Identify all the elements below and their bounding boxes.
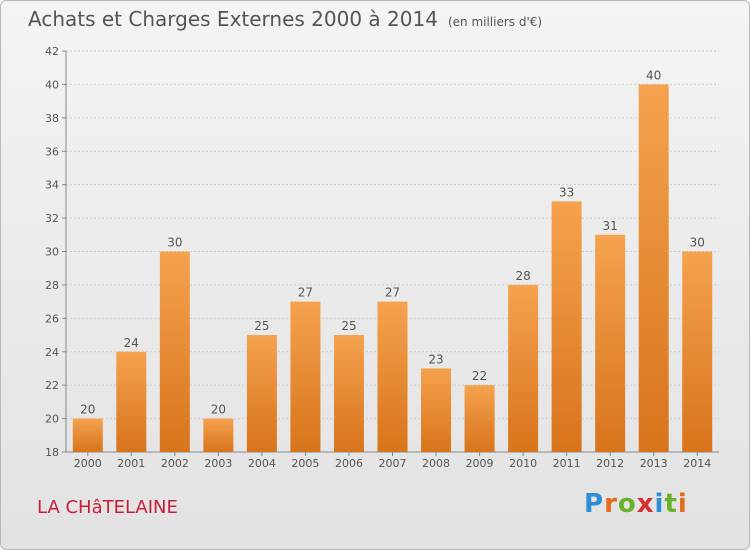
bar-value-label: 25 xyxy=(254,319,269,333)
x-tick-label: 2010 xyxy=(509,457,537,470)
chart-title-text: Achats et Charges Externes 2000 à 2014 xyxy=(28,7,438,31)
y-tick-label: 26 xyxy=(45,312,59,325)
brand-letter-i1: i xyxy=(654,489,665,519)
brand-letter-r: r xyxy=(604,489,618,519)
brand-letter-o: o xyxy=(617,489,637,519)
x-tick-label: 2013 xyxy=(640,457,668,470)
bar-value-label: 27 xyxy=(385,286,400,300)
bar-2007 xyxy=(377,301,408,452)
y-tick-label: 22 xyxy=(45,379,59,392)
x-tick-label: 2005 xyxy=(291,457,319,470)
x-tick-label: 2014 xyxy=(683,457,711,470)
x-tick-label: 2006 xyxy=(335,457,363,470)
y-tick-label: 20 xyxy=(45,413,59,426)
brand-logo: Proxiti xyxy=(584,489,688,519)
brand-letter-x: x xyxy=(636,489,655,519)
brand-letter-i2: i xyxy=(677,489,688,519)
bar-value-label: 20 xyxy=(80,403,95,417)
bar-2003 xyxy=(203,418,234,452)
bar-value-label: 30 xyxy=(167,236,182,250)
bar-value-label: 25 xyxy=(341,319,356,333)
x-tick-label: 2007 xyxy=(379,457,407,470)
bar-value-label: 30 xyxy=(690,236,705,250)
bar-value-label: 28 xyxy=(515,269,530,283)
x-tick-label: 2011 xyxy=(553,457,581,470)
bar-2001 xyxy=(116,351,147,452)
place-name: LA CHâTELAINE xyxy=(37,497,178,518)
bar-2004 xyxy=(246,335,277,452)
x-tick-label: 2003 xyxy=(204,457,232,470)
x-tick-label: 2004 xyxy=(248,457,276,470)
y-tick-label: 38 xyxy=(45,112,59,125)
bar-2000 xyxy=(72,418,103,452)
bar-2010 xyxy=(508,284,539,452)
x-tick-label: 2002 xyxy=(161,457,189,470)
brand-letter-t: t xyxy=(664,489,678,519)
bar-value-label: 31 xyxy=(603,219,618,233)
bar-2006 xyxy=(333,335,364,452)
x-tick-label: 2001 xyxy=(117,457,145,470)
chart-title: Achats et Charges Externes 2000 à 2014 (e… xyxy=(28,7,542,31)
bar-2009 xyxy=(464,385,495,452)
y-tick-label: 42 xyxy=(45,45,59,58)
bar-2002 xyxy=(159,251,190,452)
bar-value-label: 22 xyxy=(472,369,487,383)
y-tick-label: 34 xyxy=(45,179,59,192)
x-tick-label: 2000 xyxy=(74,457,102,470)
bar-2012 xyxy=(595,234,626,452)
y-tick-label: 30 xyxy=(45,246,59,259)
brand-letter-p: P xyxy=(584,489,605,519)
bar-value-label: 27 xyxy=(298,286,313,300)
bar-2011 xyxy=(551,201,582,452)
bar-value-label: 20 xyxy=(211,403,226,417)
bar-value-label: 40 xyxy=(646,68,661,82)
y-tick-label: 32 xyxy=(45,212,59,225)
y-tick-label: 18 xyxy=(45,446,59,459)
bar-value-label: 24 xyxy=(124,336,139,350)
bar-2008 xyxy=(421,368,452,452)
bar-value-label: 33 xyxy=(559,185,574,199)
y-tick-label: 24 xyxy=(45,346,59,359)
bar-2013 xyxy=(638,84,669,453)
bar-2005 xyxy=(290,301,321,452)
x-tick-label: 2012 xyxy=(596,457,624,470)
chart-subtitle: (en milliers d'€) xyxy=(447,15,543,29)
x-tick-label: 2009 xyxy=(466,457,494,470)
y-tick-label: 28 xyxy=(45,279,59,292)
y-tick-label: 36 xyxy=(45,145,59,158)
bar-value-label: 23 xyxy=(428,352,443,366)
x-tick-label: 2008 xyxy=(422,457,450,470)
bar-2014 xyxy=(682,251,713,452)
y-tick-label: 40 xyxy=(45,78,59,91)
